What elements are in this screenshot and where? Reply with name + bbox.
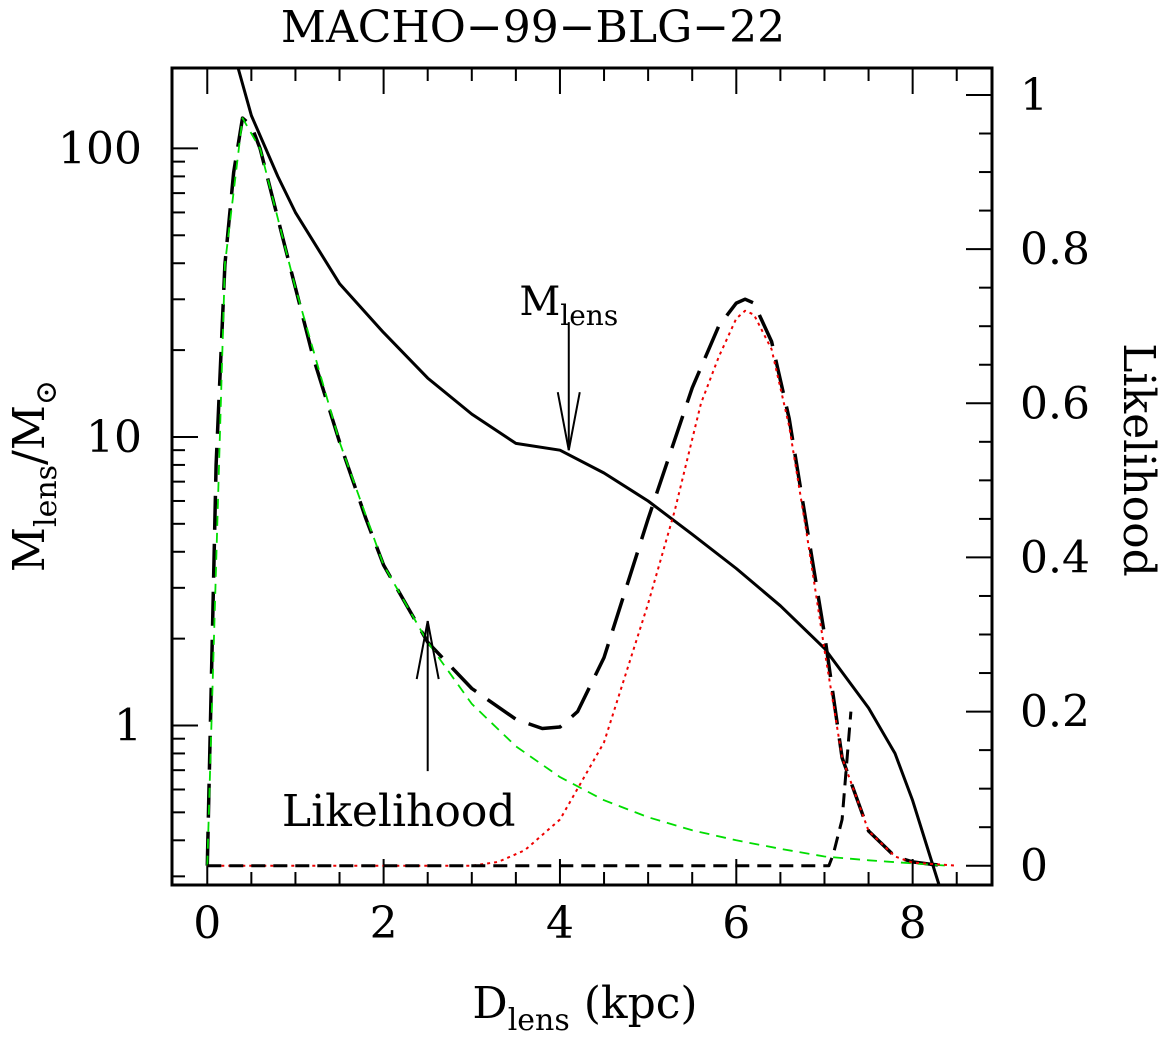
y-right-tick-label: 0.2 — [1020, 687, 1090, 738]
ticks — [172, 68, 992, 885]
y-left-tick-label: 100 — [58, 123, 142, 174]
likelihood-arrow-head — [415, 620, 440, 680]
tick-labels: 0 2 4 6 8 1 10 100 0 0.2 0.4 0.6 0.8 1 — [58, 70, 1090, 949]
x-label-main: D — [472, 978, 507, 1029]
y-left-tick-label: 1 — [114, 700, 142, 751]
series — [205, 67, 957, 886]
x-tick-label: 2 — [370, 898, 398, 949]
y-right-tick-label: 0.4 — [1020, 532, 1090, 583]
likelihood-annotation-label: Likelihood — [282, 786, 516, 837]
y-left-label-main: M — [4, 527, 55, 572]
mlens-arrow-head — [556, 391, 581, 451]
x-axis-label: Dlens (kpc) — [472, 978, 697, 1038]
series-line-dashed — [206, 117, 948, 867]
y-right-tick-label: 0.6 — [1020, 378, 1090, 429]
x-tick-label: 8 — [899, 898, 927, 949]
x-tick-label: 6 — [722, 898, 750, 949]
series-line-long-dash — [205, 116, 949, 868]
mlens-annotation-main: M — [519, 279, 560, 325]
series-line-solid — [236, 67, 941, 886]
chart-title: MACHO−99−BLG−22 — [281, 2, 785, 53]
y-left-label-sep: /M — [4, 405, 55, 465]
mlens-annotation-label: Mlens — [519, 279, 618, 332]
y-left-label-sub: lens — [29, 465, 64, 527]
y-right-tick-label: 0.8 — [1020, 224, 1090, 275]
x-tick-label: 0 — [193, 898, 221, 949]
y-left-tick-label: 10 — [86, 412, 142, 463]
plot-frame — [170, 66, 994, 887]
y-right-tick-label: 1 — [1020, 70, 1048, 121]
mlens-annotation-sub: lens — [560, 299, 618, 332]
x-label-rest: (kpc) — [570, 978, 698, 1029]
y-right-tick-label: 0 — [1020, 841, 1048, 892]
y-right-axis-label: Likelihood — [1113, 343, 1164, 577]
x-tick-label: 4 — [546, 898, 574, 949]
y-left-label-sun: ⊙ — [29, 380, 64, 405]
x-label-sub: lens — [508, 1003, 570, 1038]
series-line-dotted — [207, 309, 957, 867]
series-line-short-dash — [207, 711, 853, 868]
y-left-axis-label: Mlens/M⊙ — [4, 380, 64, 572]
annotations: Mlens Likelihood — [282, 279, 618, 837]
